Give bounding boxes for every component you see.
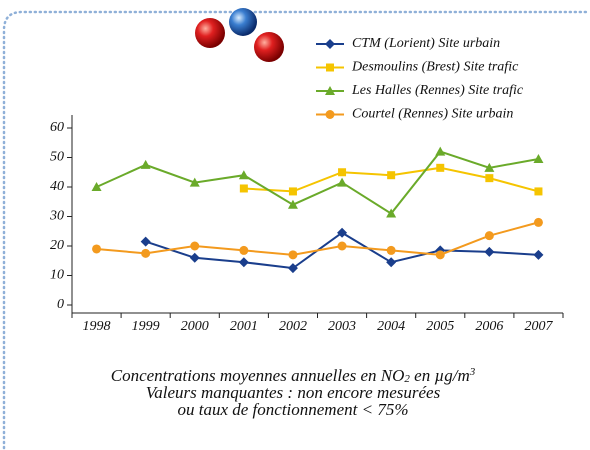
marker: [484, 247, 494, 257]
y-tick-label: 60: [50, 120, 64, 135]
x-tick-label: 1998: [83, 319, 111, 334]
legend-label: Courtel (Rennes) Site urbain: [352, 107, 513, 122]
x-tick-label: 2005: [426, 319, 454, 334]
x-tick-label: 2000: [181, 319, 209, 334]
x-tick-label: 2003: [328, 319, 356, 334]
y-tick-label: 0: [57, 297, 64, 312]
caption-text: ou taux de fonctionnement < 75%: [177, 400, 408, 419]
marker: [289, 187, 297, 195]
marker: [141, 249, 150, 258]
marker: [141, 237, 151, 247]
marker: [190, 253, 200, 263]
marker: [387, 171, 395, 179]
x-tick-label: 2002: [279, 319, 307, 334]
marker: [288, 250, 297, 259]
caption: Concentrations moyennes annuelles en NO2…: [111, 366, 476, 419]
marker: [387, 246, 396, 255]
caption-text: 3: [469, 366, 476, 378]
y-tick-label: 20: [50, 238, 64, 253]
marker: [534, 218, 543, 227]
y-tick-label: 10: [50, 268, 64, 283]
y-tick-label: 50: [50, 150, 64, 165]
molecule-icon: [195, 8, 284, 62]
marker: [240, 184, 248, 192]
marker: [338, 168, 346, 176]
marker: [435, 147, 445, 156]
x-tick-label: 2006: [475, 319, 503, 334]
marker: [190, 242, 199, 251]
x-tick-label: 2007: [524, 319, 553, 334]
legend-label: Les Halles (Rennes) Site trafic: [351, 83, 524, 98]
marker: [326, 64, 334, 72]
marker: [386, 257, 396, 267]
marker: [239, 246, 248, 255]
marker: [436, 164, 444, 172]
x-tick-label: 1999: [132, 319, 160, 334]
marker: [485, 231, 494, 240]
marker: [533, 154, 543, 163]
marker: [141, 160, 151, 169]
y-tick-label: 40: [50, 179, 64, 194]
legend-label: CTM (Lorient) Site urbain: [352, 36, 500, 51]
marker: [239, 170, 249, 179]
marker: [534, 187, 542, 195]
marker: [326, 110, 335, 119]
marker: [239, 257, 249, 267]
series-line: [97, 222, 539, 254]
marker: [325, 39, 335, 49]
legend-label: Desmoulins (Brest) Site trafic: [351, 60, 519, 75]
marker: [337, 178, 347, 187]
marker: [436, 250, 445, 259]
marker: [533, 250, 543, 260]
x-tick-label: 2001: [230, 319, 258, 334]
marker: [338, 242, 347, 251]
x-tick-label: 2004: [377, 319, 405, 334]
y-tick-label: 30: [49, 209, 64, 224]
chart: Concentrations moyennes annuelles en NO2…: [0, 0, 590, 450]
marker: [92, 244, 101, 253]
marker: [485, 174, 493, 182]
